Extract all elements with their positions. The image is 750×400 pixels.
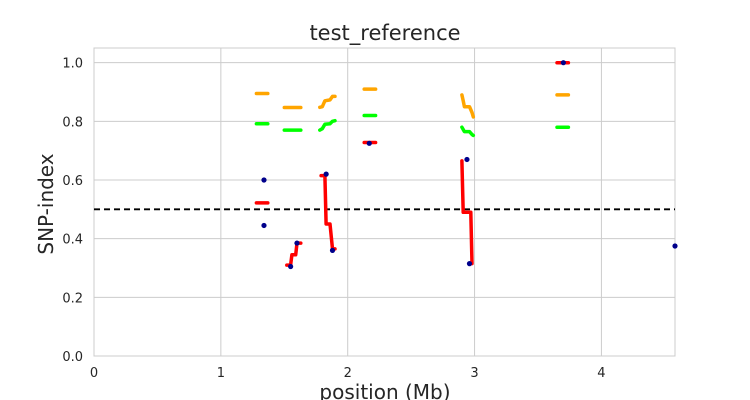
x-tick-label: 4	[597, 366, 605, 381]
y-tick-label: 0.2	[62, 291, 83, 306]
y-tick-label: 0.0	[62, 350, 83, 365]
snp-point	[288, 263, 294, 270]
x-tick-label: 1	[217, 366, 225, 381]
x-tick-label: 3	[470, 366, 478, 381]
snp-point	[560, 60, 566, 66]
x-tick-labels: 0 1 2 3 4	[90, 366, 606, 381]
snp-point	[329, 247, 336, 253]
x-tick-label: 0	[90, 366, 98, 381]
snp-index-segment	[318, 118, 337, 132]
x-tick-label: 2	[344, 366, 352, 381]
y-tick-label: 1.0	[62, 57, 83, 72]
snp-index-segment	[460, 125, 476, 138]
snp-point	[672, 243, 678, 249]
y-tick-labels: 0.0 0.2 0.4 0.6 0.8 1.0	[62, 57, 83, 365]
snp-index-segment	[460, 159, 474, 266]
snp-index-segment	[318, 94, 337, 110]
gridlines	[93, 48, 675, 357]
snp-index-segment	[285, 241, 303, 267]
series-layer	[254, 60, 571, 267]
snp-index-segment	[460, 93, 476, 119]
y-tick-label: 0.4	[62, 233, 83, 248]
snp-point	[261, 177, 267, 183]
snp-point	[466, 261, 473, 267]
chart-title: test_reference	[309, 21, 460, 46]
y-axis-label: SNP-index	[34, 153, 58, 254]
x-axis-label: position (Mb)	[319, 380, 450, 400]
snp-point	[294, 240, 300, 246]
snp-index-segment	[319, 173, 337, 251]
points-layer	[261, 60, 678, 270]
plot-area-frame	[93, 47, 676, 357]
y-tick-label: 0.8	[62, 115, 83, 130]
snp-point	[366, 140, 372, 146]
snp-point	[323, 171, 329, 177]
snp-point	[464, 156, 470, 163]
snp-point	[261, 222, 267, 229]
y-tick-label: 0.6	[62, 174, 83, 189]
